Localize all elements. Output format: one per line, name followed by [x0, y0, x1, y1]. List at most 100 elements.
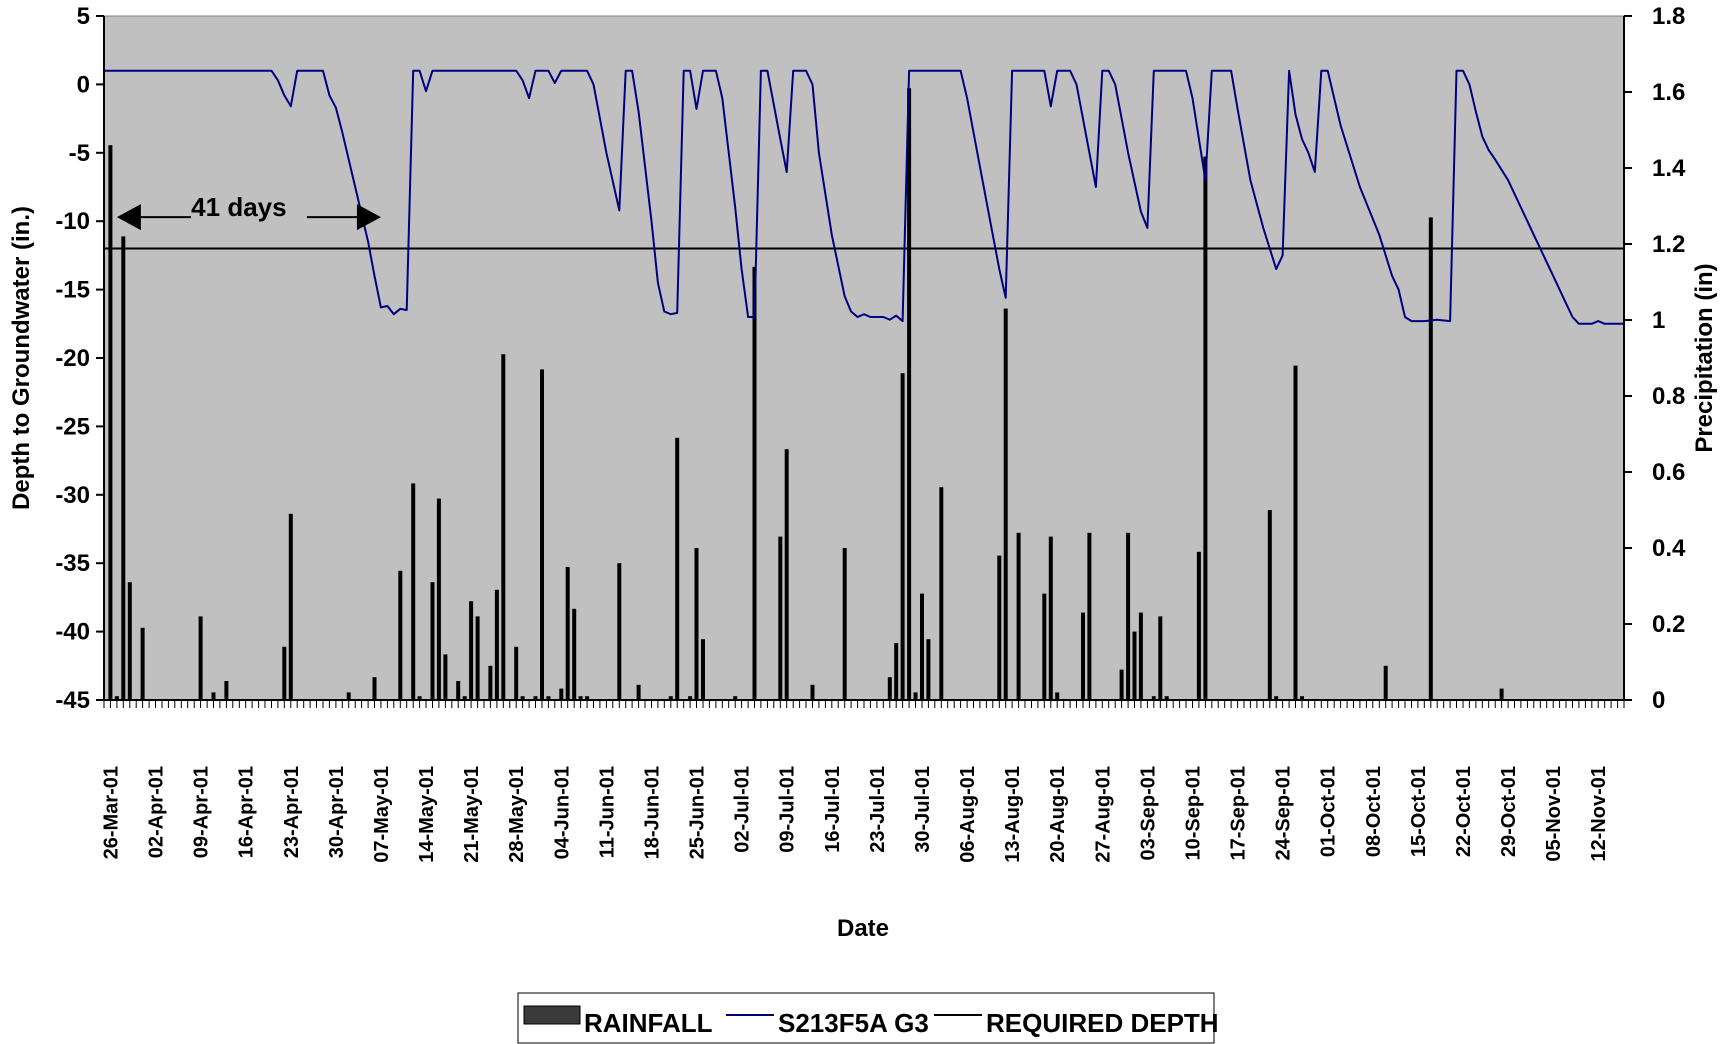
rainfall-bar	[462, 696, 467, 700]
x-tick-label: 30-Apr-01	[326, 766, 348, 858]
x-tick-label: 09-Jul-01	[777, 766, 799, 853]
x-tick-label: 27-Aug-01	[1092, 766, 1114, 863]
right-y-tick-label: 0.4	[1652, 535, 1686, 562]
rainfall-bar	[926, 639, 931, 700]
legend-box	[517, 992, 1215, 1044]
rainfall-bar	[1499, 688, 1504, 700]
rainfall-bar	[430, 582, 435, 700]
left-y-axis-title: Depth to Groundwater (in.)	[8, 206, 35, 510]
left-y-tick-label: -35	[55, 550, 90, 577]
x-tick-label: 07-May-01	[371, 766, 393, 863]
rainfall-bar	[1300, 696, 1304, 700]
x-tick-label: 18-Jun-01	[642, 766, 664, 859]
rainfall-bar	[1383, 665, 1388, 700]
x-tick-label: 02-Apr-01	[146, 766, 168, 858]
s213f5a-g3-line	[104, 69, 1624, 325]
x-tick-label: 20-Aug-01	[1047, 766, 1069, 863]
rainfall-bar	[1274, 696, 1279, 700]
legend-rainfall-label: RAINFALL	[584, 1008, 713, 1038]
x-tick-label: 16-Apr-01	[236, 766, 258, 858]
rainfall-bar	[694, 548, 699, 700]
x-tick-label: 24-Sep-01	[1273, 766, 1295, 861]
rainfall-bar	[784, 449, 789, 700]
rainfall-bar	[114, 696, 119, 700]
rainfall-bar	[411, 483, 416, 700]
rainfall-bar	[108, 145, 113, 700]
rainfall-bar	[1203, 156, 1208, 701]
annotation-arrowhead-right	[356, 204, 381, 231]
x-tick-label: 16-Jul-01	[822, 766, 844, 853]
rainfall-bar	[578, 696, 583, 700]
rainfall-bar	[733, 696, 738, 700]
rainfall-bar	[1048, 536, 1053, 700]
rainfall-bar	[810, 684, 815, 700]
right-y-tick-label: 0.6	[1652, 459, 1685, 486]
rainfall-bar	[939, 487, 944, 700]
rainfall-bar	[436, 498, 441, 700]
rainfall-bar	[372, 677, 377, 700]
rainfall-bar	[701, 639, 705, 700]
legend-series-label: S213F5A G3	[778, 1008, 929, 1038]
legend-required-label: REQUIRED DEPTH	[986, 1008, 1219, 1038]
x-tick-label: 05-Nov-01	[1543, 766, 1565, 862]
x-tick-label: 14-May-01	[416, 766, 438, 863]
rainfall-bar	[501, 354, 506, 700]
x-tick-label: 13-Aug-01	[1002, 766, 1024, 863]
x-tick-label: 08-Oct-01	[1363, 766, 1385, 857]
rainfall-bar	[494, 589, 499, 700]
right-y-tick-label: 0.2	[1652, 611, 1685, 638]
x-tick-label: 17-Sep-01	[1228, 766, 1250, 861]
rainfall-bar	[668, 696, 673, 700]
x-tick-label: 28-May-01	[506, 766, 528, 863]
rainfall-bar	[1016, 532, 1021, 700]
rainfall-bar	[1055, 692, 1060, 700]
rainfall-bar	[1119, 669, 1124, 700]
plot-area	[103, 15, 1625, 701]
rainfall-bar	[475, 616, 480, 700]
rainfall-bar	[1042, 593, 1047, 700]
rainfall-bar	[456, 681, 461, 700]
legend: RAINFALL S213F5A G3 REQUIRED DEPTH	[517, 992, 1219, 1044]
rainfall-bar	[636, 684, 641, 700]
rainfall-bar	[417, 696, 422, 700]
x-tick-label: 23-Jul-01	[867, 766, 889, 853]
rainfall-bar	[211, 692, 216, 700]
rainfall-bar	[1003, 308, 1008, 700]
rainfall-bar	[127, 582, 132, 700]
right-y-tick-label: 1	[1652, 307, 1665, 334]
rainfall-bar	[1132, 631, 1137, 700]
rainfall-bar	[617, 563, 622, 700]
x-tick-label: 22-Oct-01	[1453, 766, 1475, 857]
x-tick-label: 01-Oct-01	[1318, 766, 1340, 857]
rainfall-bar	[894, 643, 899, 700]
x-tick-label: 30-Jul-01	[912, 766, 934, 853]
x-tick-label: 03-Sep-01	[1137, 766, 1159, 861]
x-tick-label: 25-Jun-01	[687, 766, 709, 859]
rainfall-bar	[559, 688, 564, 700]
rainfall-bar	[282, 646, 287, 700]
right-y-tick-label: 1.4	[1652, 155, 1686, 182]
legend-rainfall-swatch	[523, 1005, 581, 1025]
right-y-tick-label: 0	[1652, 687, 1665, 714]
rainfall-bar	[585, 696, 590, 700]
rainfall-bar	[1293, 365, 1298, 700]
left-y-tick-label: -5	[69, 140, 90, 167]
rainfall-bar	[1087, 532, 1092, 700]
rainfall-bar	[907, 88, 912, 700]
rainfall-bar	[1158, 616, 1163, 700]
rainfall-bar	[1126, 532, 1131, 700]
rainfall-bar	[514, 646, 519, 700]
left-y-tick-label: -15	[55, 277, 90, 304]
rainfall-bar	[688, 696, 693, 700]
rainfall-bar	[140, 627, 145, 700]
rainfall-bar	[1428, 217, 1433, 700]
rainfall-bar	[546, 696, 551, 700]
x-tick-label: 04-Jun-01	[551, 766, 573, 859]
rainfall-bar	[675, 437, 680, 700]
rainfall-bar	[288, 513, 293, 700]
rainfall-bar	[121, 236, 126, 700]
left-y-tick-label: -30	[55, 482, 90, 509]
right-y-tick-label: 1.2	[1652, 231, 1685, 258]
x-tick-label: 06-Aug-01	[957, 766, 979, 863]
